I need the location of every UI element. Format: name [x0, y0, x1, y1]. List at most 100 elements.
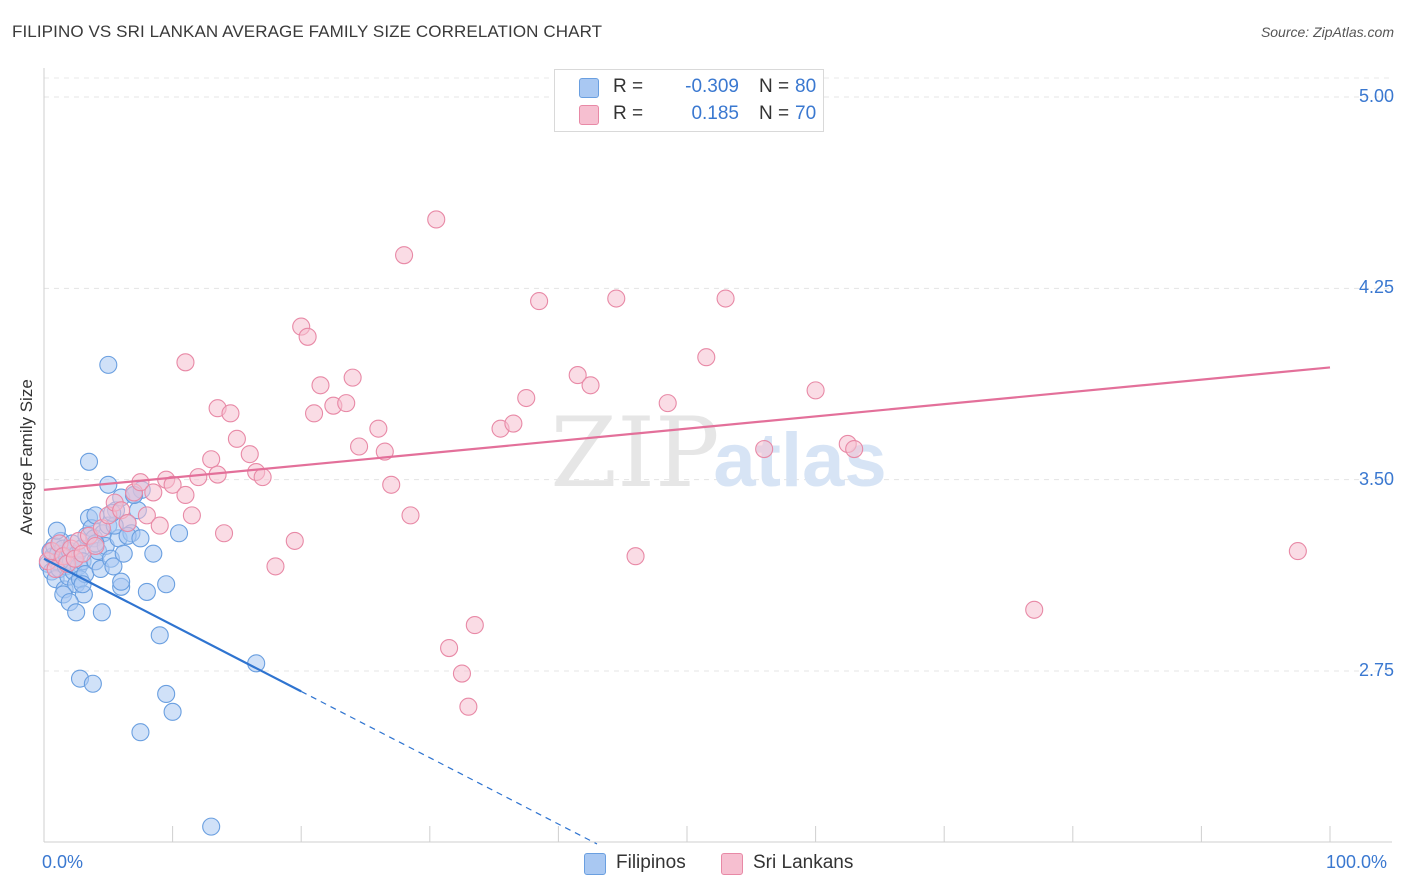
- sri-lankan-point: [755, 440, 774, 459]
- sri-lankan-point: [137, 506, 156, 525]
- sri-lankan-point: [375, 442, 394, 461]
- sri-lankan-point: [568, 366, 587, 385]
- bottom-legend-swatch-filipinos: [584, 853, 606, 875]
- sri-lankan-point: [504, 414, 523, 433]
- sri-lankan-point: [607, 289, 626, 308]
- series-sri-lankans: [38, 210, 1307, 716]
- filipino-point: [157, 575, 176, 594]
- filipino-point: [67, 603, 86, 622]
- watermark: ZIP atlas: [550, 397, 886, 509]
- filipino-point: [131, 529, 150, 548]
- sri-lankan-point: [452, 664, 472, 683]
- bottom-legend-label-filipinos: Filipinos: [616, 852, 686, 873]
- chart-title: FILIPINO VS SRI LANKAN AVERAGE FAMILY SI…: [12, 22, 603, 41]
- sri-lankan-point: [214, 524, 234, 543]
- series-filipinos: [38, 355, 266, 836]
- sri-lankan-point: [427, 210, 446, 229]
- sri-lankan-point: [517, 388, 536, 408]
- sri-lankan-point: [150, 516, 169, 535]
- sri-lankan-point: [845, 440, 864, 459]
- filipino-point: [92, 603, 111, 622]
- source-label: Source: ZipAtlas.com: [1260, 24, 1394, 40]
- sri-lankan-point: [163, 475, 182, 494]
- filipino-point: [202, 817, 221, 836]
- grid-lines: [44, 77, 1392, 672]
- sri-lankan-point: [459, 697, 478, 716]
- filipino-point: [169, 524, 189, 543]
- sri-lankan-point: [305, 404, 324, 423]
- sri-lankan-point: [395, 246, 414, 265]
- filipino-point: [104, 557, 123, 576]
- sri-lankan-point: [658, 394, 677, 413]
- filipino-point: [157, 684, 176, 704]
- legend-n-label: N =: [759, 103, 790, 124]
- filipino-point: [79, 452, 99, 471]
- legend-swatch-filipinos: [579, 78, 599, 98]
- watermark-atlas: atlas: [713, 418, 886, 503]
- sri-lankan-point: [253, 468, 272, 487]
- sri-lankan-point: [266, 557, 285, 576]
- sri-lankan-point: [182, 506, 201, 525]
- sri-lankan-point: [311, 376, 330, 395]
- sri-lankan-point: [716, 289, 735, 308]
- sri-lankan-point: [806, 381, 825, 400]
- sri-lankan-point: [118, 513, 137, 533]
- y-tick-label: 5.00: [1358, 86, 1394, 106]
- sri-lankan-point: [227, 429, 246, 448]
- sri-lankan-point: [240, 445, 259, 464]
- sri-lankan-point: [1288, 542, 1307, 561]
- legend-swatch-sri-lankans: [579, 105, 599, 125]
- sri-lankan-point: [189, 468, 208, 487]
- filipino-point: [150, 626, 169, 645]
- sri-lankan-point: [285, 531, 304, 550]
- filipino-point: [114, 544, 133, 563]
- filipino-point: [137, 582, 156, 601]
- bottom-legend-label-sri-lankans: Sri Lankans: [753, 852, 854, 873]
- sri-lankan-point: [465, 616, 484, 635]
- x-tick-min: 0.0%: [42, 852, 84, 872]
- sri-lankan-point: [221, 404, 240, 423]
- filipino-point: [112, 572, 131, 591]
- filipino-point: [163, 702, 182, 721]
- legend-r-label: R =: [613, 76, 644, 97]
- legend-n-value: 70: [795, 103, 817, 124]
- filipino-point: [131, 723, 150, 742]
- watermark-zip: ZIP: [550, 397, 719, 509]
- filipino-point: [99, 355, 118, 374]
- sri-lankan-point: [343, 368, 362, 387]
- sri-lankan-point: [369, 419, 388, 438]
- sri-lankan-point: [337, 394, 356, 413]
- legend-n-value: 80: [795, 76, 817, 97]
- sri-lankan-point: [86, 536, 105, 556]
- trend-lines: [43, 366, 1331, 845]
- filipino-point: [83, 674, 102, 693]
- legend-r-value: -0.309: [685, 76, 739, 97]
- sri-lankan-point: [382, 475, 401, 494]
- legend-r-label: R =: [613, 103, 644, 124]
- x-tick-max: 100.0%: [1326, 852, 1388, 872]
- sri-lankan-point: [202, 450, 221, 469]
- sri-lankan-point: [440, 638, 459, 658]
- sri-lankan-point: [1025, 600, 1044, 619]
- sri-lankan-trend-line: [43, 366, 1331, 491]
- y-tick-label: 4.25: [1358, 277, 1394, 298]
- sri-lankan-point: [530, 292, 549, 311]
- filipino-trend-extension: [300, 690, 598, 845]
- axes: [43, 68, 1392, 843]
- sri-lankan-point: [697, 348, 716, 367]
- sri-lankan-point: [626, 547, 645, 566]
- correlation-legend: R = -0.309 N = 80 R = 0.185 N = 70: [554, 69, 824, 132]
- sri-lankan-point: [144, 483, 163, 502]
- sri-lankan-point: [298, 327, 317, 346]
- y-tick-label: 3.50: [1358, 468, 1394, 489]
- filipino-trend-line: [43, 557, 302, 693]
- legend-n-label: N =: [759, 76, 790, 97]
- y-tick-label: 2.75: [1358, 660, 1394, 680]
- bottom-legend-swatch-sri-lankans: [721, 853, 743, 875]
- sri-lankan-point: [176, 353, 195, 372]
- sri-lankan-point: [350, 437, 369, 456]
- sri-lankan-point: [581, 376, 600, 395]
- filipino-point: [144, 544, 163, 563]
- y-axis-label: Average Family Size: [17, 379, 36, 535]
